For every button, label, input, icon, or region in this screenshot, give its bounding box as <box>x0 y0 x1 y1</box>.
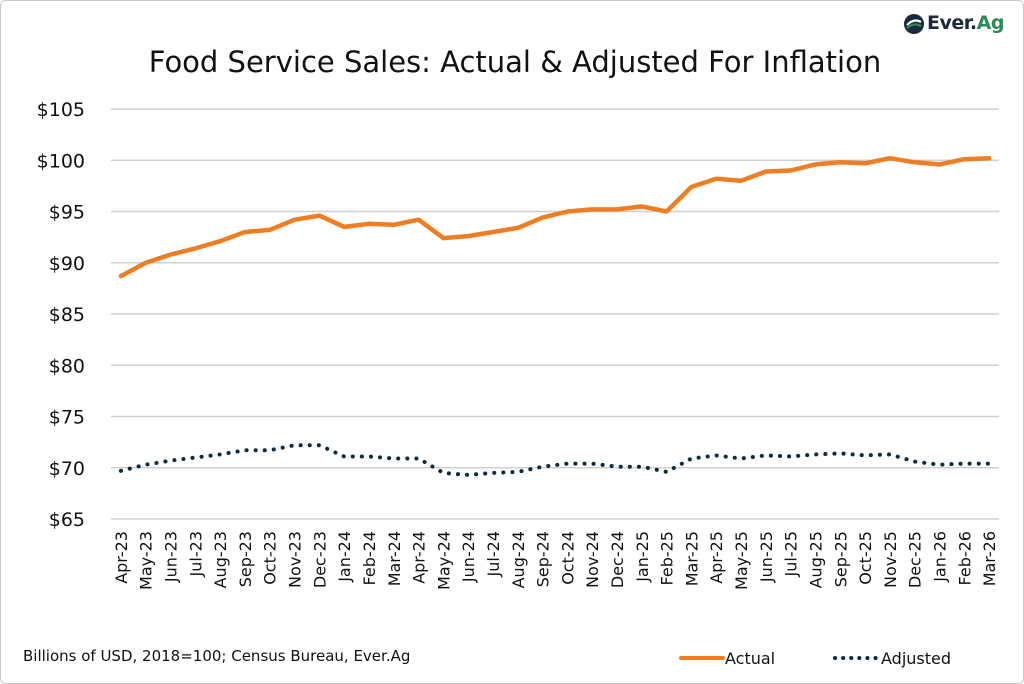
x-tick-label: May-25 <box>732 531 751 590</box>
y-tick-label: $70 <box>49 458 85 480</box>
x-tick-label: Aug-23 <box>211 531 230 588</box>
x-tick-label: Oct-25 <box>856 531 875 585</box>
x-tick-label: Jun-25 <box>757 531 776 583</box>
y-tick-label: $80 <box>49 355 85 377</box>
y-tick-label: $75 <box>49 407 85 429</box>
x-tick-label: Apr-24 <box>410 531 429 584</box>
y-tick-label: $100 <box>37 150 85 172</box>
chart-title: Food Service Sales: Actual & Adjusted Fo… <box>148 45 882 79</box>
x-tick-label: Apr-23 <box>112 531 131 584</box>
x-tick-label: May-24 <box>434 531 453 590</box>
y-tick-label: $105 <box>37 99 85 121</box>
x-tick-label: Dec-23 <box>310 531 329 588</box>
x-tick-label: Jul-25 <box>782 531 801 577</box>
x-tick-label: May-23 <box>137 531 156 590</box>
x-tick-label: Feb-25 <box>658 531 677 585</box>
logo-text-accent: Ag <box>976 12 1005 34</box>
y-tick-label: $90 <box>49 253 85 275</box>
ever-ag-logo: Ever.Ag <box>903 9 1004 37</box>
x-tick-label: Oct-24 <box>558 531 577 585</box>
footnote: Billions of USD, 2018=100; Census Bureau… <box>23 647 411 665</box>
x-tick-label: Sep-23 <box>236 531 255 587</box>
logo-text-main: Ever. <box>927 12 977 34</box>
x-tick-label: Mar-25 <box>682 531 701 586</box>
x-tick-label: Oct-23 <box>261 531 280 585</box>
x-tick-label: Aug-25 <box>806 531 825 588</box>
x-tick-label: Jan-26 <box>930 531 949 583</box>
x-tick-label: Mar-26 <box>980 531 999 586</box>
x-tick-label: Sep-24 <box>534 531 553 587</box>
x-tick-label: Nov-23 <box>286 531 305 588</box>
x-tick-label: Nov-25 <box>881 531 900 588</box>
x-tick-label: Jun-24 <box>459 531 478 583</box>
x-tick-label: Dec-25 <box>906 531 925 588</box>
x-tick-label: Jul-23 <box>186 531 205 577</box>
legend-label-adjusted: Adjusted <box>881 649 951 668</box>
x-tick-label: Nov-24 <box>583 531 602 588</box>
x-tick-label: Dec-24 <box>608 531 627 588</box>
x-tick-label: Jan-24 <box>335 531 354 583</box>
x-tick-label: Feb-26 <box>955 531 974 585</box>
y-tick-label: $65 <box>49 509 85 531</box>
series-line-actual <box>118 155 992 279</box>
x-tick-label: Jul-24 <box>484 531 503 577</box>
legend-label-actual: Actual <box>725 649 775 668</box>
x-tick-label: Aug-24 <box>509 531 528 588</box>
y-tick-label: $85 <box>49 304 85 326</box>
x-tick-label: Apr-25 <box>707 531 726 584</box>
series-line-adjusted <box>118 443 992 477</box>
x-tick-label: Jan-25 <box>633 531 652 583</box>
logo-text: Ever.Ag <box>927 12 1004 34</box>
x-tick-label: Feb-24 <box>360 531 379 585</box>
x-tick-label: Mar-24 <box>385 531 404 586</box>
y-tick-label: $95 <box>49 202 85 224</box>
x-tick-label: Sep-25 <box>831 531 850 587</box>
x-tick-label: Jun-23 <box>162 531 181 583</box>
leaf-icon <box>904 14 924 34</box>
